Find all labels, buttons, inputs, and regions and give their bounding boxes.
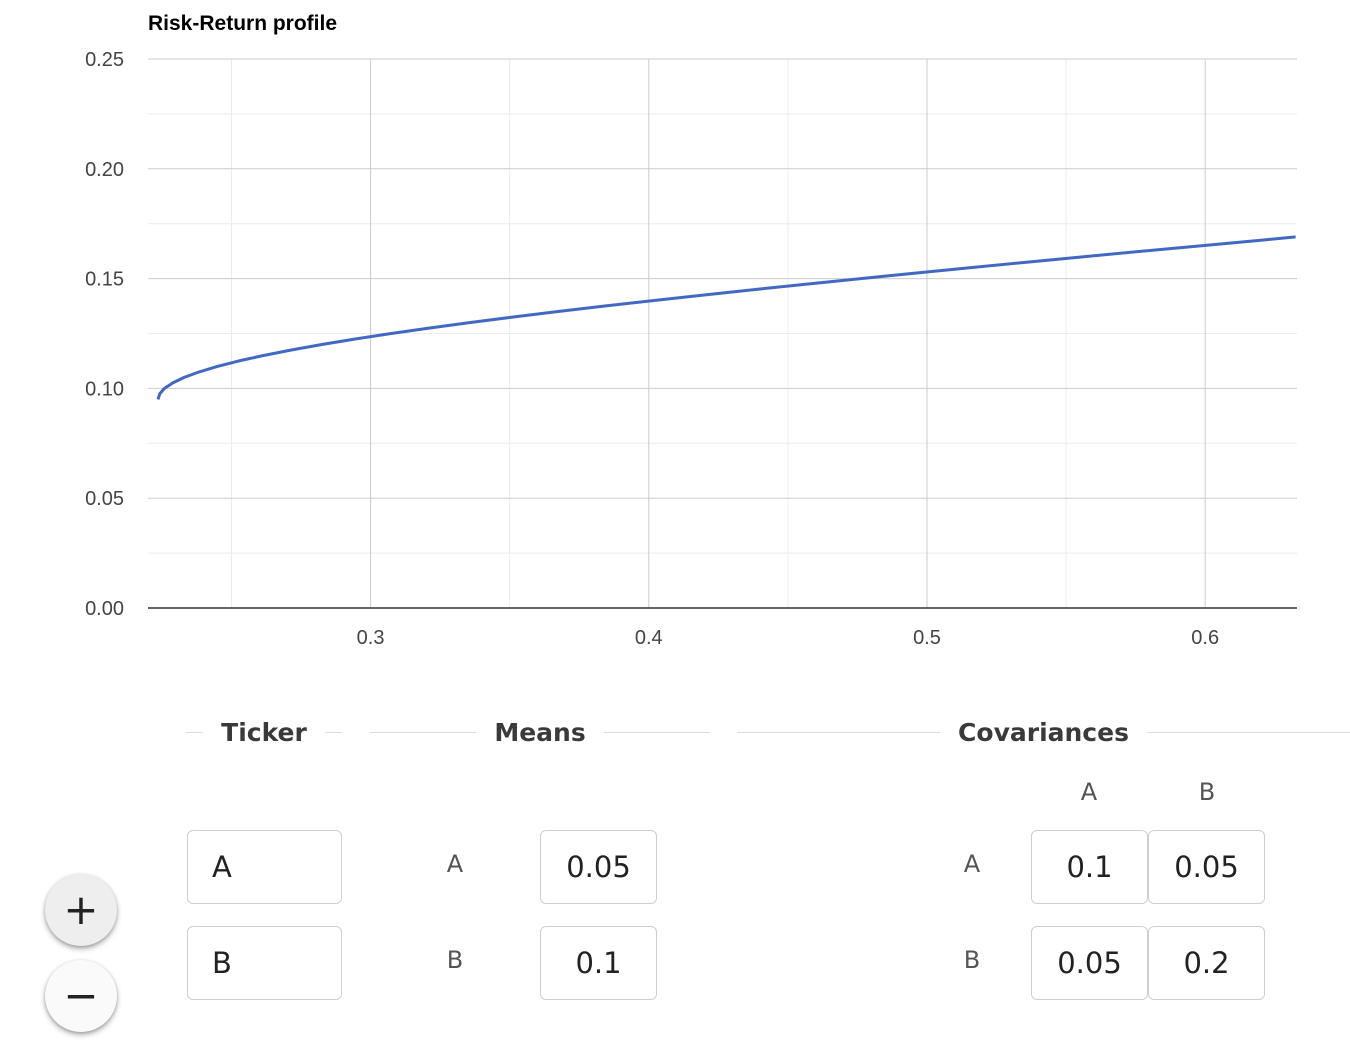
y-tick-label: 0.05	[85, 488, 124, 510]
cov-row-label-b: B	[963, 946, 981, 974]
cov-row-label-a: A	[963, 850, 981, 878]
minus-icon: −	[63, 971, 99, 1020]
grid	[148, 58, 1297, 609]
series-line-0	[156, 235, 1296, 400]
ticker-input-a[interactable]	[187, 830, 342, 904]
ticker-heading: Ticker	[186, 712, 342, 752]
means-row-label-a: A	[446, 850, 464, 878]
tick-labels: 0.00 0.05 0.10 0.15 0.20 0.25 0.3 0.4 0.5 0.6	[85, 49, 1219, 649]
x-tick-label: 0.3	[357, 627, 385, 649]
y-tick-label: 0.15	[85, 269, 124, 291]
x-tick-label: 0.5	[913, 627, 941, 649]
cov-input-bb[interactable]	[1148, 926, 1265, 1000]
risk-return-chart: 0.00 0.05 0.10 0.15 0.20 0.25 0.3 0.4 0.5 0.6	[85, 49, 1297, 649]
x-tick-label: 0.6	[1191, 627, 1219, 649]
covariances-heading-label: Covariances	[958, 717, 1129, 747]
series-lines	[156, 235, 1296, 400]
means-heading-label: Means	[494, 717, 586, 747]
cov-col-label-b: B	[1198, 778, 1216, 806]
cov-input-aa[interactable]	[1031, 830, 1148, 904]
means-heading: Means	[370, 712, 711, 752]
cov-col-label-a: A	[1080, 778, 1098, 806]
chart-title: Risk-Return profile	[148, 12, 338, 35]
ticker-heading-label: Ticker	[221, 717, 307, 747]
x-tick-label: 0.4	[635, 627, 663, 649]
y-tick-label: 0.00	[85, 598, 124, 620]
mean-input-a[interactable]	[540, 830, 657, 904]
y-tick-label: 0.10	[85, 378, 124, 400]
plus-icon: +	[63, 885, 99, 934]
mean-input-b[interactable]	[540, 926, 657, 1000]
y-tick-label: 0.20	[85, 159, 124, 181]
ticker-input-b[interactable]	[187, 926, 342, 1000]
cov-input-ab[interactable]	[1148, 830, 1265, 904]
covariances-heading: Covariances	[737, 712, 1350, 752]
remove-asset-button[interactable]: −	[45, 960, 117, 1032]
add-asset-button[interactable]: +	[45, 874, 117, 946]
cov-input-ba[interactable]	[1031, 926, 1148, 1000]
means-row-label-b: B	[446, 946, 464, 974]
y-tick-label: 0.25	[85, 49, 124, 71]
